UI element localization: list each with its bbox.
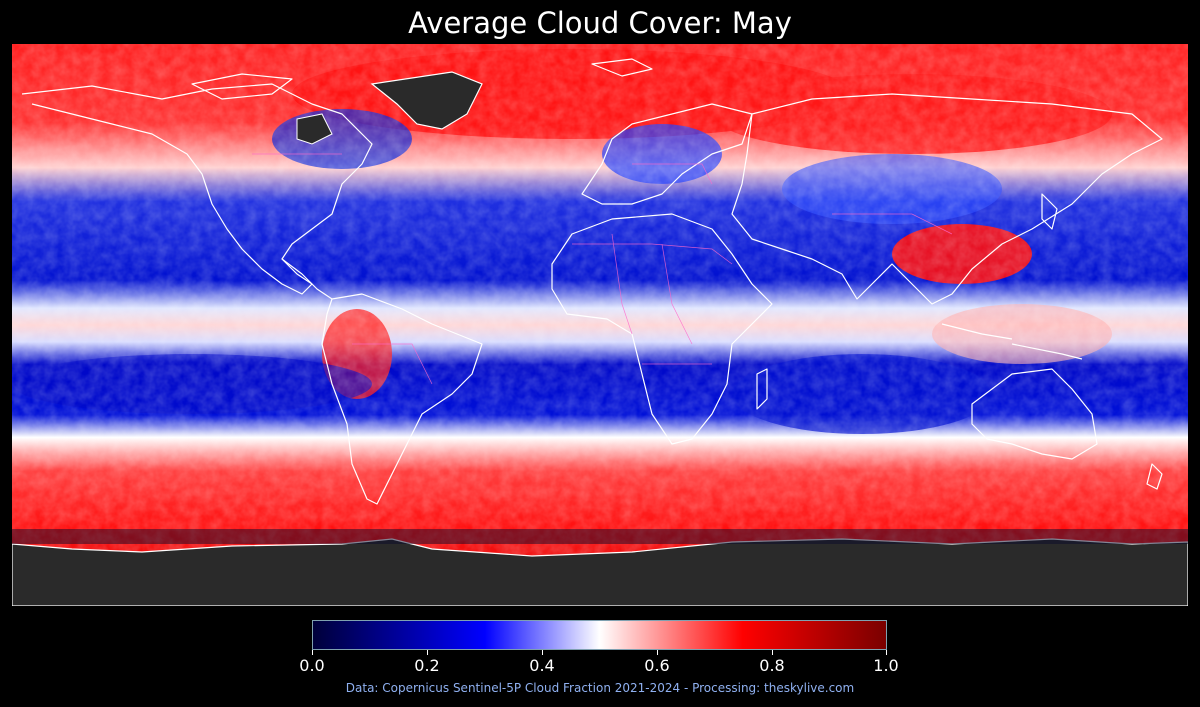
tick-label: 0.8 — [759, 656, 785, 675]
tick-label: 1.0 — [873, 656, 899, 675]
tick-label: 0.2 — [414, 656, 440, 675]
coastlines — [21, 58, 1163, 505]
colorbar-ticks: 0.0 0.2 0.4 0.6 0.8 1.0 — [299, 650, 899, 680]
tick-mark — [427, 650, 428, 655]
data-credit: Data: Copernicus Sentinel-5P Cloud Fract… — [345, 681, 855, 695]
country-borders — [252, 153, 953, 385]
hudson-bay — [296, 113, 333, 145]
colorbar-gradient — [313, 621, 886, 649]
antarctica-no-data — [12, 538, 1188, 606]
tick-label: 0.4 — [529, 656, 555, 675]
tick-label: 0.0 — [299, 656, 325, 675]
tick-mark — [542, 650, 543, 655]
colorbar — [312, 620, 887, 650]
tick-mark — [886, 650, 887, 655]
map-title: Average Cloud Cover: May — [408, 6, 792, 40]
tick-mark — [657, 650, 658, 655]
greenland-no-data — [370, 71, 483, 130]
cloud-cover-map — [12, 44, 1188, 606]
tick-mark — [312, 650, 313, 655]
tick-label: 0.6 — [644, 656, 670, 675]
tick-mark — [772, 650, 773, 655]
